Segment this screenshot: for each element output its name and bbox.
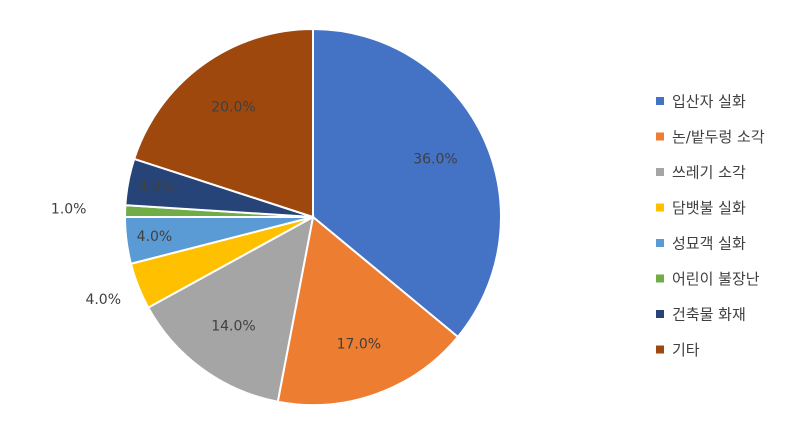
legend-label: 논/밭두렁 소각 — [672, 128, 765, 146]
legend-swatch — [656, 97, 664, 105]
legend-label: 건축물 화재 — [672, 306, 746, 324]
data-label: 1.0% — [51, 201, 87, 217]
data-label: 4.0% — [85, 292, 121, 308]
data-label: 4.0% — [138, 179, 174, 195]
legend-swatch — [656, 310, 664, 318]
data-label: 4.0% — [137, 229, 173, 245]
legend-label: 쓰레기 소각 — [672, 164, 746, 182]
data-label: 14.0% — [211, 319, 255, 335]
legend-label: 입산자 실화 — [672, 93, 746, 111]
legend-swatch — [656, 239, 664, 247]
legend-label: 기타 — [672, 341, 700, 359]
legend-label: 어린이 불장난 — [672, 270, 760, 288]
legend-swatch — [656, 168, 664, 176]
pie-slice — [312, 27, 502, 339]
legend-label: 성묘객 실화 — [672, 235, 746, 253]
data-labels: 36.0% 17.0% 14.0% 4.0% 4.0% 1.0% 4.0% 20.0% — [51, 99, 458, 352]
legend-swatch — [656, 132, 664, 141]
pie-slice — [146, 215, 315, 403]
legend-label: 담뱃불 실화 — [672, 199, 746, 217]
data-label: 17.0% — [337, 336, 381, 352]
data-label: 20.0% — [211, 99, 255, 115]
legend-swatch — [656, 274, 664, 283]
pie-slice — [276, 215, 460, 406]
pie — [123, 27, 502, 406]
legend-swatch — [656, 345, 664, 354]
legend-swatch — [656, 203, 664, 212]
pie-slice — [132, 27, 314, 219]
data-label: 36.0% — [413, 151, 457, 167]
